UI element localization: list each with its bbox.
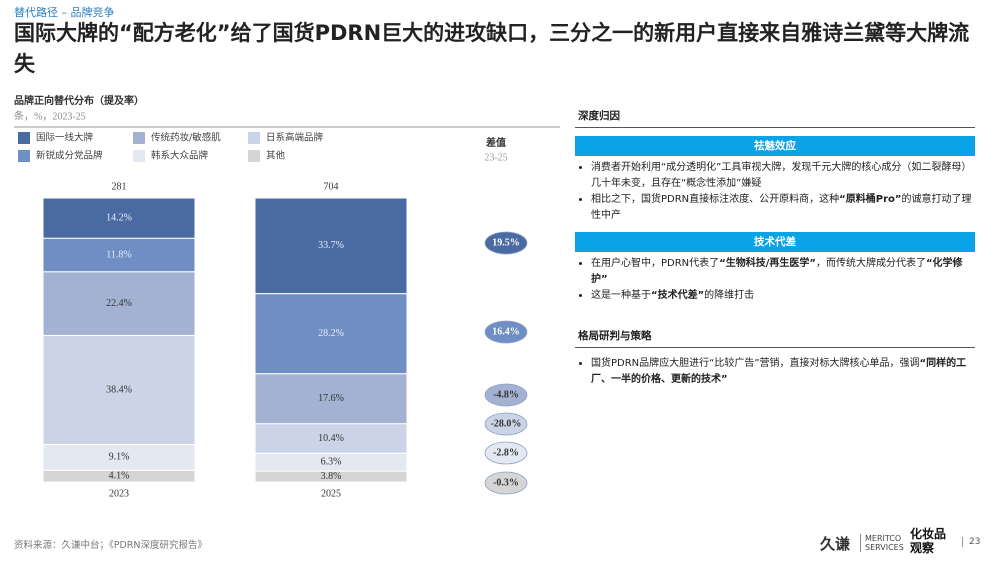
bar-segment: [254, 293, 408, 375]
breadcrumb: 替代路径 – 品牌竞争: [14, 6, 115, 19]
diff-label: -2.8%: [493, 447, 519, 458]
bullet-list: 消费者开始利用“成分透明化”工具审视大牌，发现千元大牌的核心成分（如二裂酵母）几…: [575, 160, 975, 224]
total-label: 704: [324, 181, 339, 192]
legend-label: 国际一线大牌: [36, 132, 94, 144]
legend-label: 新锐成分党品牌: [36, 150, 103, 162]
segment-label: 14.2%: [106, 212, 132, 223]
bold-text: “技术代差”: [651, 290, 705, 301]
x-tick-label: 2025: [321, 488, 341, 499]
segment-label: 3.8%: [321, 471, 342, 482]
bar-segment: [254, 197, 408, 295]
chart: 品牌正向替代分布（提及率） 条，%，2023-25 差值 23-25 国际一线大…: [14, 94, 560, 499]
segment-label: 6.3%: [321, 457, 342, 468]
section-banner: 祛魅效应: [575, 136, 975, 156]
bar-segment: [42, 237, 196, 273]
diff-label: -0.3%: [493, 477, 519, 488]
chart-title: 品牌正向替代分布（提及率）: [14, 94, 144, 107]
bar-segment: [254, 373, 408, 425]
segment-label: 11.8%: [106, 249, 131, 260]
text: 消费者开始利用“成分透明化”工具审视大牌，发现千元大牌的核心成分（如二裂酵母）几…: [591, 162, 972, 189]
segment-label: 28.2%: [318, 328, 344, 339]
text: 国货PDRN品牌应大胆进行“比较广告”营销，直接对标大牌核心单品，强调: [591, 358, 920, 369]
legend-swatch: [248, 132, 260, 144]
bar-segment: [42, 469, 196, 483]
diff-label: -28.0%: [491, 418, 522, 429]
text: 的诚意打动了理性中产: [591, 194, 972, 221]
bar-segment: [42, 271, 196, 336]
text: ，而传统大牌成分代表了: [815, 258, 926, 269]
source-note: 资料来源：久谦中台；《PDRN深度研究报告》: [14, 540, 208, 551]
legend-label: 其他: [266, 150, 286, 162]
segment-label: 10.4%: [318, 433, 344, 444]
diff-bubble: [484, 320, 528, 344]
logo: 久谦: [820, 535, 851, 553]
bar-segment: [254, 470, 408, 483]
segment-label: 17.6%: [318, 393, 344, 404]
legend-label: 日系高端品牌: [266, 132, 324, 144]
legend-label: 韩系大众品牌: [151, 150, 209, 162]
logo-sub: MERITCO SERVICES: [860, 534, 913, 552]
text: 在用户心智中，PDRN代表了: [591, 258, 720, 269]
diff-bubble: [484, 441, 528, 465]
bullet: 在用户心智中，PDRN代表了“生物科技/再生医学”，而传统大牌成分代表了“化学修…: [591, 256, 975, 288]
section-heading: 深度归因: [575, 106, 975, 128]
legend-swatch: [18, 132, 30, 144]
page-number: 23: [962, 537, 980, 547]
segment-label: 9.1%: [109, 452, 130, 463]
text: 这是一种基于: [591, 290, 651, 301]
bullet: 这是一种基于“技术代差”的降维打击: [591, 288, 975, 304]
diff-bubble: [484, 383, 528, 407]
segment-label: 22.4%: [106, 298, 132, 309]
legend-swatch: [133, 132, 145, 144]
diff-bubble: [484, 471, 528, 495]
section-heading: 格局研判与策略: [575, 326, 975, 348]
diff-bubble: [484, 231, 528, 255]
diff-title: 差值: [486, 136, 506, 149]
bullet: 国货PDRN品牌应大胆进行“比较广告”营销，直接对标大牌核心单品，强调“同样的工…: [591, 356, 975, 388]
bar-segment: [42, 197, 196, 239]
text: 的降维打击: [704, 290, 755, 301]
x-tick-label: 2023: [109, 488, 129, 499]
segment-label: 4.1%: [109, 470, 130, 481]
legend-swatch: [248, 150, 260, 162]
segment-label: 33.7%: [318, 240, 344, 251]
bold-text: “化学修护”: [591, 258, 963, 285]
bullet: 消费者开始利用“成分透明化”工具审视大牌，发现千元大牌的核心成分（如二裂酵母）几…: [591, 160, 975, 192]
legend-swatch: [18, 150, 30, 162]
diff-label: -4.8%: [493, 389, 519, 400]
bullet-list: 在用户心智中，PDRN代表了“生物科技/再生医学”，而传统大牌成分代表了“化学修…: [575, 256, 975, 304]
bold-text: “生物科技/再生医学”: [719, 258, 816, 269]
text: 相比之下，国货PDRN直接标注浓度、公开原料商，这种: [591, 194, 840, 205]
analysis-panel: 深度归因祛魅效应消费者开始利用“成分透明化”工具审视大牌，发现千元大牌的核心成分…: [575, 106, 975, 396]
bullet-list: 国货PDRN品牌应大胆进行“比较广告”营销，直接对标大牌核心单品，强调“同样的工…: [575, 356, 975, 388]
bar-segment: [254, 423, 408, 454]
section-banner: 技术代差: [575, 232, 975, 252]
legend-label: 传统药妆/敏感肌: [151, 132, 221, 144]
segment-label: 38.4%: [106, 384, 132, 395]
bold-text: “原料桶Pro”: [839, 194, 902, 205]
bullet: 相比之下，国货PDRN直接标注浓度、公开原料商，这种“原料桶Pro”的诚意打动了…: [591, 192, 975, 224]
total-label: 281: [112, 181, 127, 192]
diff-bubble: [484, 412, 528, 436]
diff-label: 19.5%: [492, 237, 520, 248]
chart-subtitle: 条，%，2023-25: [14, 109, 86, 122]
logo: 化妆品观察: [910, 527, 947, 555]
slide-title: 国际大牌的“配方老化”给了国货PDRN巨大的进攻缺口，三分之一的新用户直接来自雅…: [14, 21, 970, 76]
diff-subtitle: 23-25: [484, 152, 507, 163]
diff-label: 16.4%: [492, 326, 520, 337]
legend-swatch: [133, 150, 145, 162]
bold-text: “同样的工厂、一半的价格、更新的技术”: [591, 358, 967, 385]
